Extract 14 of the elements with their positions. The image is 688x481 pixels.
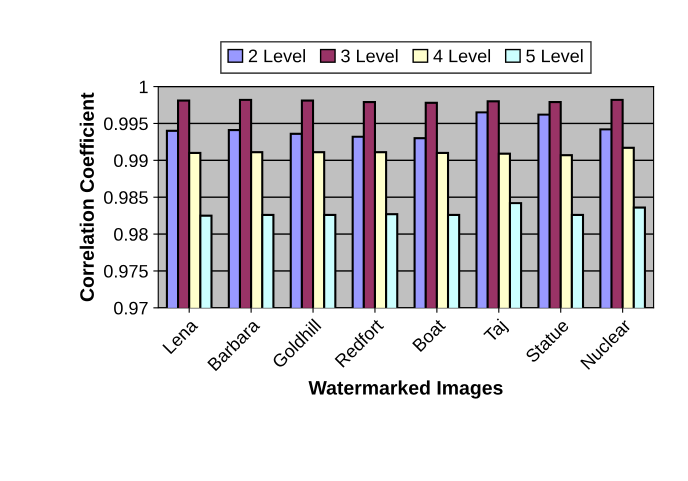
y-tick-label: 0.985 (104, 191, 148, 204)
legend-label: 2 Level (248, 49, 305, 62)
y-tick-label: 0.98 (114, 228, 148, 241)
legend-label: 5 Level (526, 49, 583, 62)
y-tick-label: 0.995 (104, 117, 148, 130)
x-axis-title: Watermarked Images (308, 380, 503, 399)
y-tick-label: 0.975 (104, 264, 148, 278)
legend-label: 4 Level (433, 49, 490, 62)
y-axis-title: Correlation Coefficient (80, 92, 94, 302)
y-tick-label: 1 (140, 80, 148, 94)
y-tick-label: 0.99 (114, 154, 148, 168)
x-tick-label: Taj (482, 318, 510, 346)
legend-label: 3 Level (341, 49, 398, 62)
y-tick-label: 0.97 (114, 302, 148, 315)
